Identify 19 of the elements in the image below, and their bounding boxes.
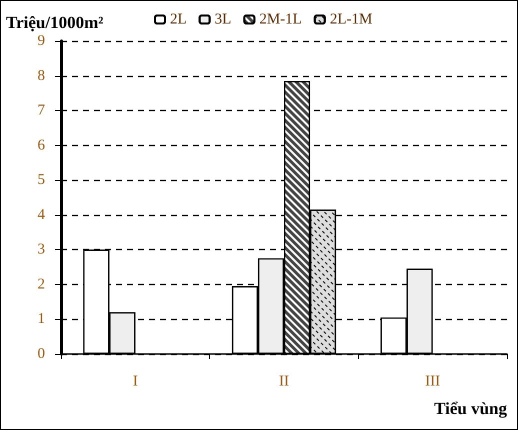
legend-label: 3L: [214, 12, 232, 28]
y-tick-label: 9: [38, 33, 45, 49]
legend-label: 2M-1L: [259, 12, 302, 28]
y-tick-label: 7: [38, 102, 46, 119]
y-tick-label: 2: [38, 276, 45, 292]
x-tick-label: II: [279, 374, 289, 390]
y-tick-label: 6: [38, 137, 46, 154]
y-axis-title: Triệu/1000m²: [6, 13, 104, 32]
x-axis-title: Tiểu vùng: [434, 399, 508, 418]
x-tick-label: I: [132, 374, 138, 390]
legend-label: 2L: [170, 12, 187, 28]
y-tick-label: 0: [38, 346, 45, 362]
y-tick-label: 1: [38, 311, 45, 328]
y-tick-label: 3: [38, 242, 45, 258]
y-tick-label: 8: [38, 68, 45, 84]
x-tick-label: III: [425, 374, 440, 390]
legend-label: 2L-1M: [330, 12, 372, 28]
y-tick-label: 4: [38, 206, 46, 223]
y-tick-label: 5: [38, 172, 45, 188]
